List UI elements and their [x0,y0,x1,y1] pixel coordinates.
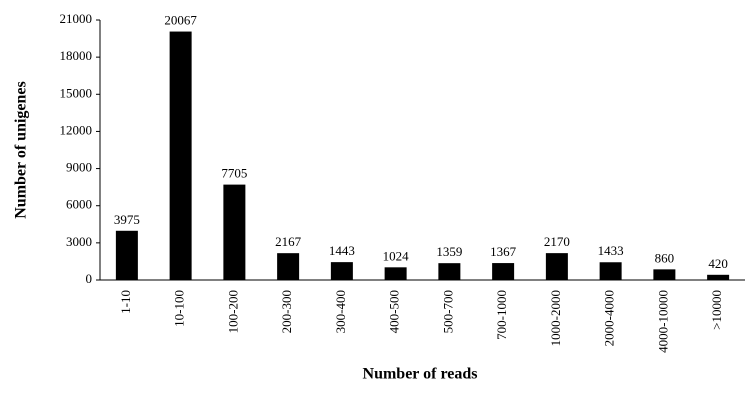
x-tick-label: 500-700 [440,290,455,333]
data-label: 420 [708,256,728,271]
bar [707,274,730,280]
data-label: 1433 [598,243,624,258]
data-label: 1443 [329,243,355,258]
bar [330,262,353,280]
data-label: 20067 [164,13,197,28]
bar [384,267,407,280]
y-axis-title: Number of unigenes [13,81,30,219]
y-tick-label: 12000 [60,122,93,137]
y-tick-label: 21000 [60,11,93,26]
bar [223,184,246,280]
x-tick-label: 400-500 [387,290,402,333]
bar [115,230,138,280]
x-tick-label: 10-100 [172,290,187,327]
data-label: 2167 [275,234,302,249]
y-tick-label: 6000 [66,197,92,212]
data-label: 2170 [544,234,570,249]
bar [492,263,515,280]
x-tick-label: 300-400 [333,290,348,333]
bar [438,263,461,280]
bar [545,253,568,280]
data-label: 1359 [436,244,462,259]
x-tick-label: 700-1000 [494,290,509,340]
bar [277,253,300,280]
x-tick-label: 1-10 [118,290,133,314]
bar [653,269,676,280]
data-label: 7705 [221,166,247,181]
y-tick-label: 0 [86,271,93,286]
bar [599,262,622,280]
x-tick-label: 2000-4000 [602,290,617,346]
x-tick-label: 200-300 [279,290,294,333]
x-tick-label: 1000-2000 [548,290,563,346]
x-axis-title: Number of reads [363,366,478,383]
y-tick-label: 3000 [66,234,92,249]
y-tick-label: 15000 [60,85,93,100]
x-tick-label: 100-200 [225,290,240,333]
data-label: 3975 [114,212,140,227]
y-tick-label: 9000 [66,160,92,175]
data-label: 1024 [383,248,410,263]
data-label: 860 [655,250,675,265]
data-label: 1367 [490,244,517,259]
bar [169,31,192,281]
x-tick-label: >10000 [709,290,724,330]
y-tick-label: 18000 [60,48,93,63]
x-tick-label: 4000-10000 [655,290,670,353]
